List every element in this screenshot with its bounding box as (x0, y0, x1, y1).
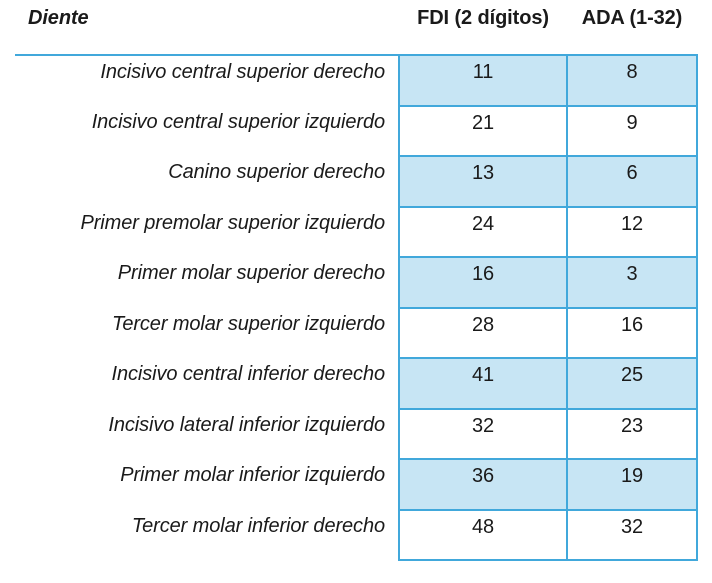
fdi-code-cell: 16 (398, 256, 568, 309)
fdi-code-cell: 41 (398, 357, 568, 410)
fdi-code-cell: 28 (398, 306, 568, 359)
tooth-name-cell: Incisivo lateral inferior izquierdo (108, 413, 385, 436)
fdi-code-cell: 21 (398, 104, 568, 157)
table-row: Primer molar inferior izquierdo 36 19 (15, 458, 698, 511)
tooth-name-cell: Incisivo central superior derecho (15, 54, 399, 106)
tooth-name-cell: Primer molar inferior izquierdo (120, 464, 385, 486)
ada-code-cell: 8 (566, 54, 698, 107)
table-row: Primer molar superior derecho 16 3 (15, 256, 698, 309)
ada-code-cell: 3 (566, 256, 698, 309)
table-row: Incisivo central superior izquierdo 21 9 (15, 104, 698, 157)
table-row: Incisivo central inferior derecho 41 25 (15, 357, 698, 410)
tooth-name-cell: Incisivo central inferior derecho (111, 363, 386, 385)
column-header-fdi: FDI (2 dígitos) (417, 7, 549, 29)
fdi-code-cell: 32 (398, 407, 568, 460)
ada-code-cell: 19 (566, 458, 698, 511)
column-header-diente: Diente (28, 7, 89, 29)
tooth-name-cell: Incisivo central superior izquierdo (91, 110, 385, 133)
tooth-name-cell: Tercer molar superior izquierdo (112, 312, 385, 335)
tooth-name-cell: Tercer molar inferior derecho (131, 514, 385, 537)
tooth-numbering-table: Diente FDI (2 dígitos) ADA (1-32) Incisi… (15, 0, 698, 561)
ada-code-cell: 12 (566, 205, 698, 258)
fdi-code-cell: 11 (398, 54, 568, 107)
ada-code-cell: 25 (566, 357, 698, 410)
ada-code-cell: 32 (566, 508, 698, 561)
table-body: Incisivo central superior derecho 11 8 I… (15, 54, 698, 561)
fdi-code-cell: 48 (398, 508, 568, 561)
table-row: Incisivo lateral inferior izquierdo 32 2… (15, 407, 698, 460)
tooth-name-cell: Canino superior derecho (168, 161, 385, 183)
ada-code-cell: 23 (566, 407, 698, 460)
table-row: Tercer molar inferior derecho 48 32 (15, 508, 698, 561)
fdi-code-cell: 13 (398, 155, 568, 208)
fdi-code-cell: 24 (398, 205, 568, 258)
table-row: Tercer molar superior izquierdo 28 16 (15, 306, 698, 359)
table-row: Primer premolar superior izquierdo 24 12 (15, 205, 698, 258)
tooth-name-cell: Primer molar superior derecho (117, 262, 385, 284)
ada-code-cell: 6 (566, 155, 698, 208)
column-header-ada: ADA (1-32) (581, 7, 683, 29)
tooth-name-cell: Primer premolar superior izquierdo (80, 211, 386, 234)
table-row: Canino superior derecho 13 6 (15, 155, 698, 208)
table-row: Incisivo central superior derecho 11 8 (15, 54, 698, 107)
ada-code-cell: 16 (566, 306, 698, 359)
fdi-code-cell: 36 (398, 458, 568, 511)
ada-code-cell: 9 (566, 104, 698, 157)
header-row: Diente FDI (2 dígitos) ADA (1-32) (15, 0, 697, 55)
